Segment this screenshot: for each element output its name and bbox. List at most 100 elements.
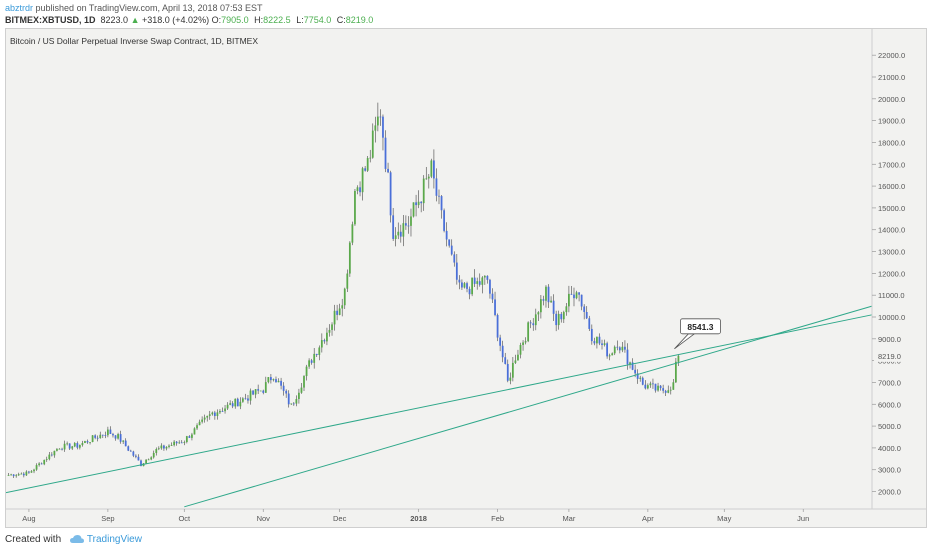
y-tick-label: 20000.0 [878,95,905,104]
candle-body [387,168,389,173]
trendline [184,305,873,508]
candle-body [73,443,76,447]
candle-body [66,443,69,445]
candle-body [122,440,125,442]
candle-body [596,336,598,344]
candle-body [364,168,367,171]
candles-layer [7,102,680,478]
candle-body [198,421,201,426]
candle-body [295,399,298,404]
candle-body [53,450,56,456]
candle-body [644,384,647,389]
candle-body [157,448,160,450]
candle-body [542,299,545,301]
tradingview-brand[interactable]: TradingView [86,534,142,545]
candle-body [56,449,58,451]
candle-body [376,116,379,126]
candle-body [506,363,509,381]
candle-body [323,340,326,342]
candle-body [545,286,547,301]
y-tick-label: 11000.0 [878,291,905,300]
candle-body [568,293,570,307]
y-tick-label: 9000.0 [878,335,901,344]
candle-body [654,383,657,391]
candle-body [657,385,659,391]
candle-body [341,305,344,309]
candle-body [135,455,137,457]
candle-body [585,311,588,319]
candle-body [468,288,471,295]
candle-body [662,388,665,391]
x-axis: Aug Sep Oct Nov Dec 2018 Feb Mar Apr May Jun [6,508,926,523]
candle-body [259,390,262,392]
candle-body [25,471,28,476]
candle-body [180,442,183,444]
candle-body [109,429,112,434]
candle-body [527,322,530,342]
footer: Created with TradingView [0,531,932,550]
candle-body [371,130,374,158]
candle-body [616,346,619,348]
candle-body [285,390,288,394]
candle-body [298,392,300,400]
open-value: 7905.0 [221,15,249,25]
candle-body [313,353,316,363]
publish-info: abztrdr published on TradingView.com, Ap… [5,3,263,13]
candle-body [435,178,438,196]
quote-line: BITMEX:XBTUSD, 1D 8223.0 ▲ +318.0 (+4.02… [5,15,376,25]
candle-body [216,412,219,417]
candle-body [672,382,675,390]
candle-body [555,313,558,326]
candle-body [249,390,252,401]
candle-body [22,473,25,476]
candle-body [287,393,290,405]
candle-body [236,398,239,407]
candle-body [517,354,519,361]
price-chart[interactable]: 2000.03000.04000.05000.06000.07000.08000… [5,29,926,527]
candle-body [425,178,428,180]
candle-body [331,324,333,330]
author-link[interactable]: abztrdr [5,3,34,13]
candle-body [392,215,395,239]
candle-body [292,403,295,405]
candle-body [86,441,89,443]
candle-body [448,239,451,246]
candle-body [407,225,410,227]
chart-area[interactable]: 2000.03000.04000.05000.06000.07000.08000… [5,28,927,528]
candle-body [252,390,254,395]
candle-body [598,336,601,344]
candle-body [369,157,372,159]
candle-body [280,380,282,386]
y-axis: 2000.03000.04000.05000.06000.07000.08000… [871,29,914,509]
candle-body [511,362,514,378]
candle-body [415,202,417,206]
callout-box [680,318,721,335]
candle-body [15,475,18,477]
up-arrow-icon: ▲ [130,15,140,25]
candle-body [382,116,384,138]
candle-body [275,379,277,383]
open-label: O: [211,15,222,25]
x-tick-label: Aug [22,514,35,523]
y-tick-label: 6000.0 [878,400,901,409]
candle-body [618,347,621,351]
candle-body [308,360,310,367]
y-tick-label: 18000.0 [878,138,905,147]
candle-body [112,433,114,436]
candle-body [234,398,237,407]
candle-body [277,380,280,383]
low-label: L: [296,15,304,25]
candle-body [379,116,382,118]
trendline [5,314,873,494]
candle-body [185,436,188,443]
candle-body [639,377,642,379]
annotations-layer: 8541.3 [674,318,721,350]
candle-body [354,190,356,225]
candle-body [603,343,606,345]
candle-body [649,383,652,386]
candle-body [170,445,173,446]
y-tick-label: 2000.0 [878,488,901,497]
candle-body [580,294,583,307]
tradingview-cloud-icon [69,534,84,543]
candle-body [300,387,303,393]
